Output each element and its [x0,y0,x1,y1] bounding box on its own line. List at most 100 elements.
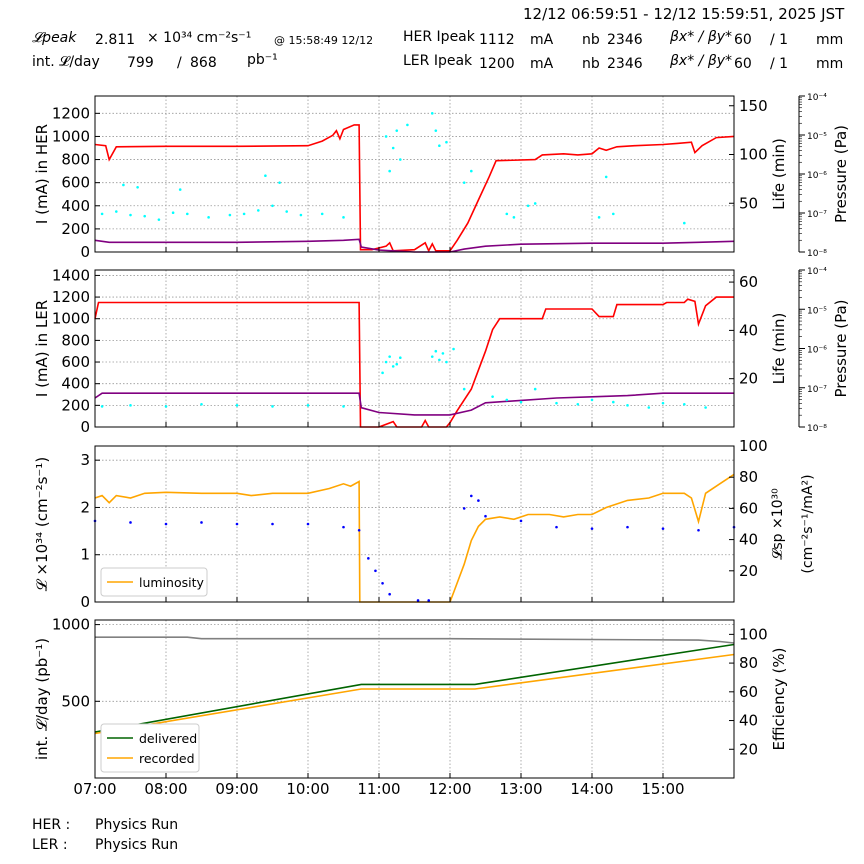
panel1-pressure-point [391,146,395,150]
panel3-ylabel: 𝓛 ×10³⁴ (cm⁻²s⁻¹) [33,457,51,591]
intl-delivered: 799 [127,55,154,71]
panel2-ytick-label: 200 [61,396,90,414]
ler-nb-label: nb [582,56,600,72]
panel2-ytick-label: 400 [61,375,90,393]
xtick-label: 15:00 [641,780,684,798]
panel3-specific-point [381,581,384,585]
panel4-efficiency-line [95,636,735,644]
panel2-pressure-point [626,404,629,407]
ler-ipeak-label: LER Ipeak [403,53,473,69]
panel1-pressure-point [178,188,182,191]
panel1-pressure-point [612,212,615,216]
panel1-rtick-label: 100 [739,146,768,164]
panel1-ytick-label: 800 [61,151,90,169]
panel1-pressure-point [257,209,260,212]
panel1-pressure-tick-label: 10⁻⁵ [807,132,827,142]
panel1-pressure-point [470,169,473,173]
panel1-pressure-point [512,216,516,219]
panel2-pressure-point [200,402,203,406]
panel1-pressure-point [115,210,118,213]
panel1-pressure-point [278,181,281,184]
panel1-pressure-point [264,174,267,178]
xtick-label: 07:00 [73,780,116,798]
panel1-pressure-tick-label: 10⁻⁶ [807,171,827,181]
panel2-pressure-point [533,387,537,391]
panel2-rtick-label: 60 [739,273,758,291]
panel3-frame [94,445,735,603]
xtick-label: 08:00 [144,780,187,798]
panel1-current-line [94,124,735,253]
panel3-specific-point [306,522,310,526]
her-ipeak-value: 1112 [479,32,515,48]
panel1-pressure-tick-label: 10⁻⁴ [807,93,827,103]
panel3-specific-point [697,528,700,532]
panel3-rtick-label: 60 [739,499,758,517]
panel4-rtick-label: 60 [739,683,758,701]
her-beta-label: βx* / βy* [670,29,733,45]
panel2-pressure-point [235,404,239,407]
panel2-pressure-tick-label: 10⁻⁷ [807,385,827,395]
panel3-specific-point [427,599,431,602]
panel3-rtick-label: 100 [739,437,768,455]
ler-ipeak-value: 1200 [479,56,515,72]
panel1-pressure-point [683,221,686,225]
panel1-pressure-point [271,204,274,208]
panel1-ytick-label: 400 [61,197,90,215]
panel2-ytick-label: 800 [61,331,90,349]
intl-recorded: 868 [190,55,217,71]
panel4-legend-label: recorded [139,751,195,766]
panel2-pressure-point [395,362,399,366]
panel3-specific-point [164,522,168,526]
panel3-specific-point [374,569,377,573]
panel3-rtick-label: 40 [739,531,758,549]
ler-ipeak-unit: mA [530,56,554,72]
panel1-pressure-point [533,202,537,205]
panel1-ytick-label: 600 [61,174,90,192]
ler-beta-unit: mm [816,56,844,72]
panel3-specific-point [462,507,466,510]
panel4-legend-box [100,723,200,773]
panel2-pressure-point [683,402,686,406]
panel3-ytick-label: 0 [80,593,90,611]
panel2-pressure-point [342,405,345,408]
xtick-label: 10:00 [286,780,329,798]
panel2-pressure-point [129,404,132,407]
panel2-pressure-point [590,398,594,402]
panel3-specific-point [470,494,473,498]
panel2-frame [94,269,735,428]
panel3-specific-point [477,499,480,502]
her-ipeak-unit: mA [530,32,554,48]
panel2-pressure-point [384,360,388,364]
her-nb-value: 2346 [607,32,643,48]
panel1-pressure-point [604,175,608,179]
panel2-pressure-point [704,406,707,409]
panel1-rtick-label: 150 [739,97,768,115]
panel1-pressure-point [171,211,175,215]
her-status-label: HER : [32,817,71,833]
panel1-pressure-point [100,212,104,216]
panel2-pressure-point [445,360,448,364]
panel1-pressure-point [406,123,409,127]
panel2-current-line [94,296,734,428]
panel1-pressure-point [242,212,246,216]
ler-beta-y: / 1 [770,56,789,72]
panel1-pressure-point [395,129,399,132]
panel2-life-line [94,392,734,416]
panel2-pressure-point [519,400,523,404]
xtick-label: 13:00 [499,780,542,798]
panel1-pressure-point [157,218,161,221]
panel3-specific-point [357,528,361,532]
panel3-ytick-label: 2 [80,498,90,516]
panel1-pressure-tick-label: 10⁻⁸ [807,249,827,259]
panel2-rtick-label: 20 [739,370,758,388]
panel1-pressure-point [430,112,434,115]
panel4-legend-label: delivered [139,731,197,746]
panel2-pressure-point [555,401,558,405]
panel4-rtick-label: 20 [739,740,758,758]
panel1-rtick-label: 50 [739,194,758,212]
panel3-ytick-label: 1 [80,546,90,564]
panel2-pressure-point [399,356,402,360]
panel1-pressure-point [285,210,289,213]
panel4-recorded-line [94,653,735,735]
